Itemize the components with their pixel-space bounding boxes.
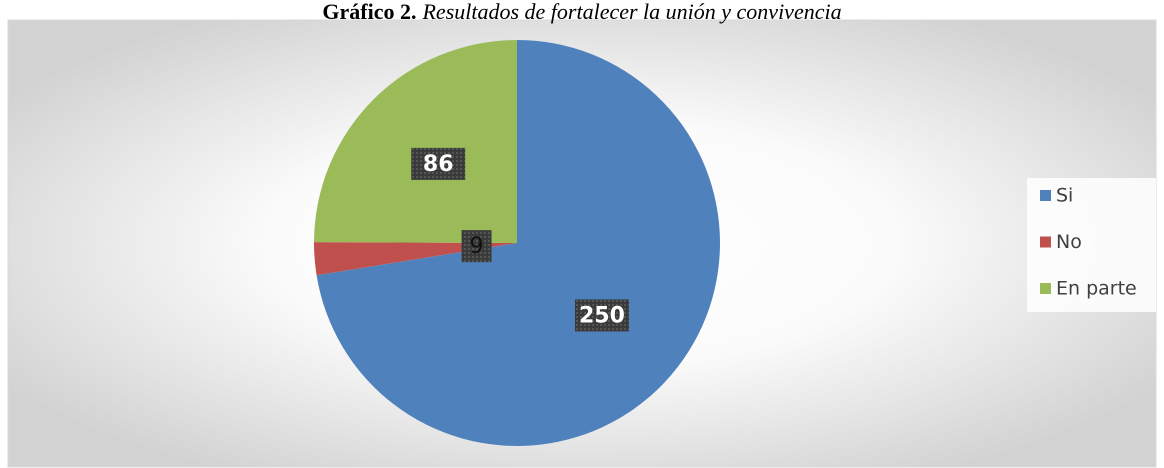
chart-title: Gráfico 2. Resultados de fortalecer la un… [322,0,841,24]
title-label: Gráfico 2. [322,0,416,24]
legend-label: En parte [1056,278,1137,300]
pie-slice [316,40,720,446]
data-label: 86 [423,152,454,177]
data-label-box [411,147,466,180]
legend-swatch [1040,190,1051,201]
legend-swatch [1040,283,1051,294]
data-label-box [574,299,629,332]
legend-label: No [1056,231,1082,253]
legend-swatch [1040,236,1051,248]
title-text: Resultados de fortalecer la unión y conv… [421,0,841,24]
data-label: 9 [470,234,484,259]
pie-slice [314,40,517,243]
data-label: 250 [579,303,625,328]
data-label-box [461,230,492,263]
legend-label: Si [1056,185,1073,207]
